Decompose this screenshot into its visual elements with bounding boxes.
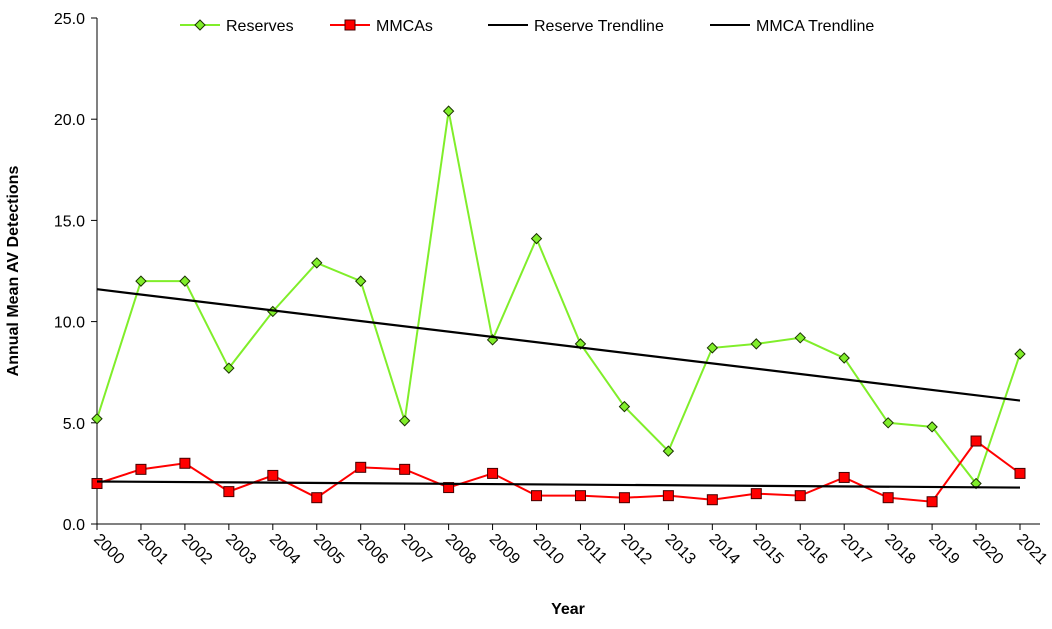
- marker: [1014, 467, 1026, 479]
- marker: [794, 332, 806, 344]
- marker: [838, 352, 850, 364]
- marker: [706, 342, 719, 354]
- marker: [882, 492, 894, 504]
- marker: [267, 469, 279, 481]
- x-tick-label: 2011: [574, 531, 610, 567]
- marker: [399, 463, 411, 475]
- x-tick-label: 2021: [1013, 531, 1050, 568]
- marker: [618, 400, 631, 413]
- x-tick-label: 2010: [530, 531, 567, 568]
- marker: [662, 490, 674, 502]
- marker: [531, 490, 543, 502]
- marker: [926, 496, 938, 508]
- legend-label: Reserve Trendline: [534, 18, 664, 35]
- x-tick-label: 2020: [969, 531, 1006, 568]
- marker: [223, 362, 235, 374]
- marker: [355, 275, 367, 287]
- x-tick-label: 2009: [486, 531, 523, 568]
- x-tick-label: 2003: [222, 531, 259, 568]
- marker: [706, 494, 718, 506]
- series-line: [96, 439, 1021, 503]
- x-tick-label: 2018: [881, 531, 918, 568]
- marker: [618, 492, 630, 504]
- x-tick-label: 2013: [662, 531, 699, 568]
- marker: [443, 482, 455, 494]
- marker: [179, 275, 191, 287]
- marker: [1014, 348, 1026, 360]
- marker: [970, 435, 982, 447]
- x-tick-label: 2012: [618, 531, 655, 568]
- marker: [223, 486, 235, 498]
- marker: [91, 478, 103, 490]
- marker: [135, 463, 147, 475]
- marker: [794, 490, 806, 502]
- y-tick-label: 0.0: [63, 517, 85, 534]
- marker: [91, 413, 103, 425]
- marker: [838, 471, 850, 483]
- marker: [970, 477, 982, 490]
- y-axis-title: Annual Mean AV Detections: [5, 166, 22, 377]
- x-tick-label: 2007: [398, 531, 435, 568]
- x-tick-label: 2014: [706, 531, 743, 568]
- series-line: [96, 110, 1021, 486]
- y-tick-label: 5.0: [63, 416, 85, 433]
- legend-marker: [194, 19, 206, 31]
- x-tick-label: 2016: [793, 531, 830, 568]
- y-tick-label: 25.0: [54, 11, 85, 28]
- x-tick-label: 2001: [134, 531, 171, 568]
- marker: [926, 421, 938, 433]
- marker: [311, 257, 323, 269]
- legend-label: MMCA Trendline: [756, 18, 874, 35]
- marker: [530, 232, 543, 245]
- x-tick-label: 2002: [178, 531, 215, 568]
- y-tick-label: 20.0: [54, 112, 85, 129]
- y-tick-label: 10.0: [54, 315, 85, 332]
- legend-label: Reserves: [226, 18, 294, 35]
- marker: [882, 417, 894, 429]
- trendline: [96, 288, 1021, 402]
- marker: [574, 338, 587, 350]
- marker: [574, 490, 586, 502]
- x-tick-label: 2015: [749, 531, 786, 568]
- marker: [398, 415, 411, 427]
- marker: [355, 461, 367, 473]
- x-tick-label: 2017: [837, 531, 874, 568]
- x-tick-label: 2005: [310, 531, 347, 568]
- marker: [179, 457, 191, 469]
- x-tick-label: 2000: [90, 531, 127, 568]
- legend-marker: [344, 19, 356, 31]
- y-tick-label: 15.0: [54, 213, 85, 230]
- x-tick-label: 2008: [442, 531, 479, 568]
- legend-label: MMCAs: [376, 18, 433, 35]
- x-tick-label: 2004: [266, 531, 303, 568]
- marker: [135, 275, 147, 287]
- marker: [311, 492, 323, 504]
- marker: [662, 445, 675, 457]
- trendline: [96, 480, 1021, 489]
- marker: [750, 488, 762, 500]
- x-tick-label: 2006: [354, 531, 391, 568]
- marker: [442, 105, 455, 117]
- marker: [487, 467, 499, 479]
- marker: [750, 338, 762, 350]
- x-tick-label: 2019: [925, 531, 962, 568]
- x-axis-title: Year: [551, 601, 585, 618]
